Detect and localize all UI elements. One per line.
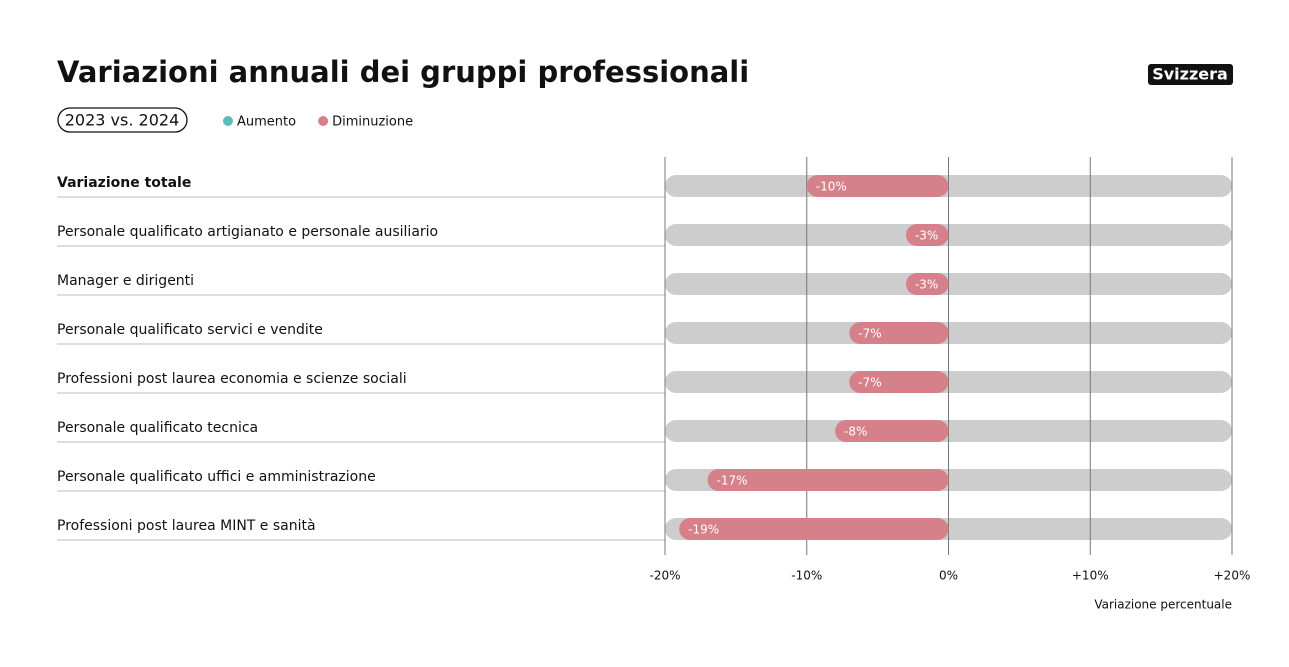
legend-swatch [223,116,233,126]
category-label: Personale qualificato tecnica [57,420,258,436]
value-label: -10% [816,180,847,194]
category-label: Personale qualificato artigianato e pers… [57,224,438,240]
category-label: Professioni post laurea economia e scien… [57,371,407,387]
value-label: -7% [858,376,881,390]
category-label: Variazione totale [57,175,191,191]
x-axis-label: Variazione percentuale [1094,598,1232,612]
legend-label: Aumento [237,115,296,130]
bar [905,224,949,246]
value-label: -3% [915,278,938,292]
value-label: -7% [858,327,881,341]
category-label: Personale qualificato uffici e amministr… [57,469,376,485]
x-tick-label: 0% [939,569,958,583]
legend-swatch [318,116,329,126]
category-label: Manager e dirigenti [57,273,194,289]
value-label: -3% [915,229,938,243]
chart-title: Variazioni annuali dei gruppi profession… [57,55,749,89]
bar [707,469,949,491]
bar [849,322,949,344]
value-label: -19% [688,523,719,537]
x-tick-label: -20% [649,569,680,583]
x-tick-label: +20% [1214,569,1251,583]
bar [849,371,949,393]
x-tick-label: +10% [1072,569,1109,583]
bar [679,518,949,540]
category-label: Professioni post laurea MINT e sanità [57,518,316,534]
bar [905,273,949,295]
x-tick-label: -10% [791,569,822,583]
value-label: -8% [844,425,867,439]
subtitle: 2023 vs. 2024 [65,111,180,130]
badge-bg [1148,64,1233,85]
bar [806,175,949,197]
subtitle-pill [57,107,188,133]
value-label: -17% [717,474,748,488]
bar [835,420,949,442]
badge: Svizzera [1152,65,1228,84]
category-label: Personale qualificato servici e vendite [57,322,323,338]
legend-label: Diminuzione [332,115,413,130]
